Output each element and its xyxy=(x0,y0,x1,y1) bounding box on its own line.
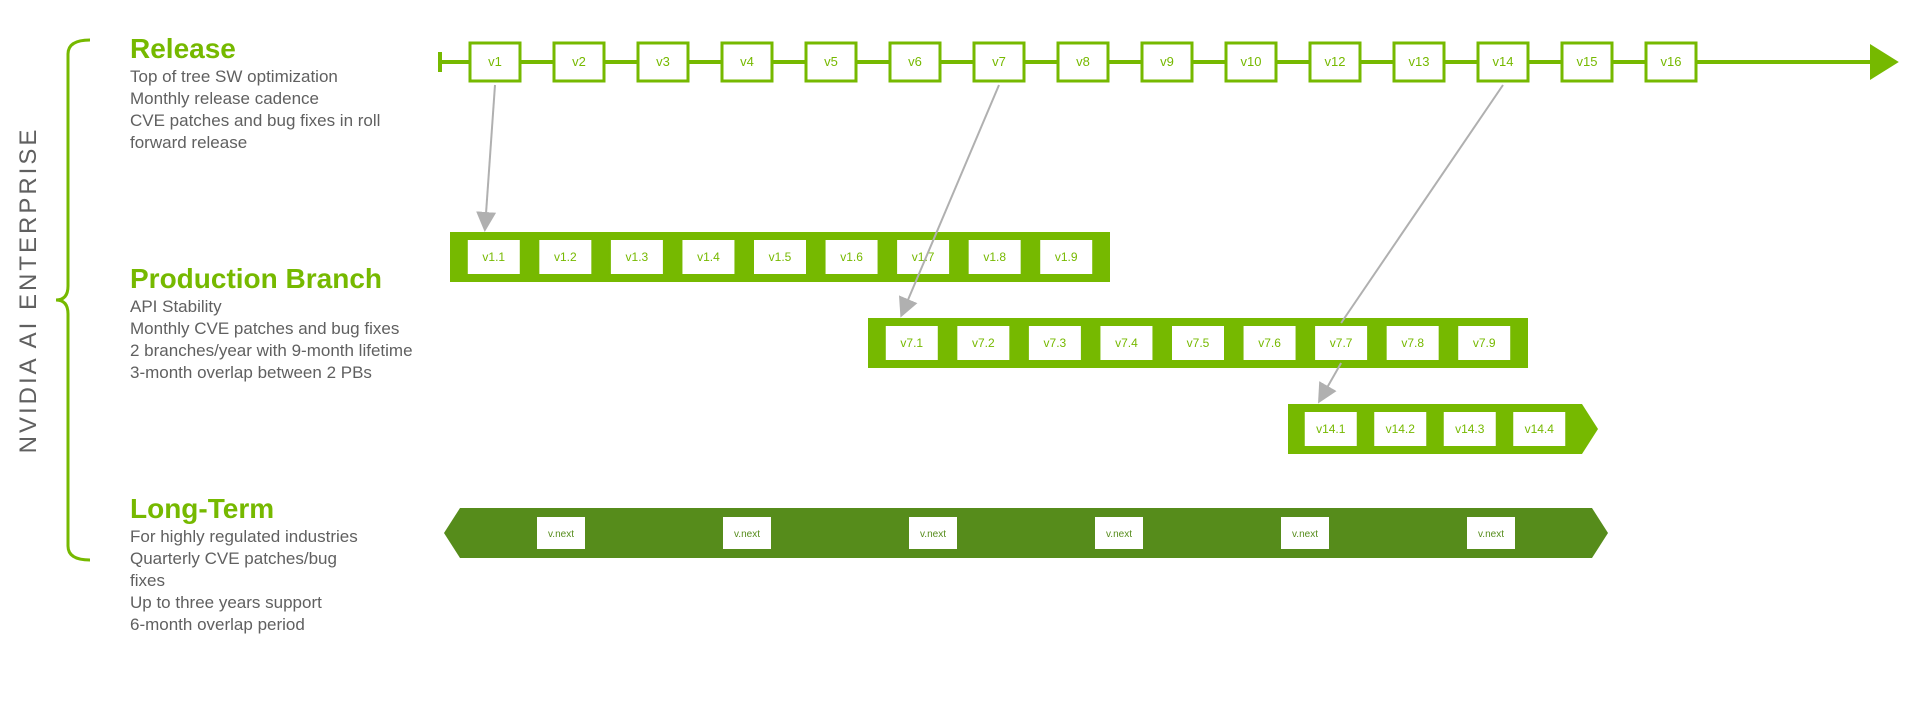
release-box-label: v13 xyxy=(1409,54,1430,69)
longterm-track-box-label: v.next xyxy=(1106,529,1132,540)
release-box-label: v16 xyxy=(1661,54,1682,69)
production-track-2: v14.1 v14.2 v14.3 v14.4 xyxy=(1288,404,1598,454)
release-box-label: v5 xyxy=(824,54,838,69)
production-track-0-box-label: v1.4 xyxy=(697,250,720,264)
release-box-label: v8 xyxy=(1076,54,1090,69)
production-track-0-box-label: v1.5 xyxy=(769,250,792,264)
production-track-1-box-label: v7.6 xyxy=(1258,336,1281,350)
longterm-track-box-label: v.next xyxy=(920,529,946,540)
connector-arrow xyxy=(485,85,495,228)
vertical-label: NVIDIA AI ENTERPRISE xyxy=(15,127,42,454)
production-track-1: v7.1 v7.2 v7.3 v7.4 v7.5 v7.6 v7.7 v7.8 v7.9 xyxy=(868,318,1528,368)
longterm-line: 6-month overlap period xyxy=(130,615,305,634)
longterm-line: fixes xyxy=(130,571,165,590)
release-box-label: v1 xyxy=(488,54,502,69)
connector-arrow xyxy=(1341,85,1503,323)
release-title: Release xyxy=(130,33,236,64)
production-track-1-box-label: v7.8 xyxy=(1401,336,1424,350)
release-box-label: v14 xyxy=(1493,54,1514,69)
production-track-0-box-label: v1.3 xyxy=(626,250,649,264)
production-line: API Stability xyxy=(130,297,222,316)
production-track-0-box-label: v1.8 xyxy=(983,250,1006,264)
release-line: Top of tree SW optimization xyxy=(130,67,338,86)
release-box-label: v6 xyxy=(908,54,922,69)
production-track-0-box-label: v1.6 xyxy=(840,250,863,264)
production-track-2-box-label: v14.4 xyxy=(1525,422,1555,436)
production-title: Production Branch xyxy=(130,263,382,294)
connector-arrow xyxy=(1320,363,1341,400)
longterm-line: For highly regulated industries xyxy=(130,527,358,546)
production-track-2-box-label: v14.1 xyxy=(1316,422,1346,436)
longterm-track-box-label: v.next xyxy=(734,529,760,540)
longterm-track-box-label: v.next xyxy=(1292,529,1318,540)
release-box-label: v7 xyxy=(992,54,1006,69)
longterm-track-box-label: v.next xyxy=(548,529,574,540)
production-track-1-box-label: v7.2 xyxy=(972,336,995,350)
production-track-1-box-label: v7.9 xyxy=(1473,336,1496,350)
release-line: Monthly release cadence xyxy=(130,89,319,108)
production-track-1-box-label: v7.1 xyxy=(900,336,923,350)
production-track-2-box-label: v14.2 xyxy=(1386,422,1416,436)
production-track-1-box-label: v7.5 xyxy=(1187,336,1210,350)
production-track-0-box-label: v1.9 xyxy=(1055,250,1078,264)
release-box-label: v9 xyxy=(1160,54,1174,69)
release-line: forward release xyxy=(130,133,247,152)
production-track-2-box-label: v14.3 xyxy=(1455,422,1485,436)
production-track-1-box-label: v7.7 xyxy=(1330,336,1353,350)
production-line: 2 branches/year with 9-month lifetime xyxy=(130,341,413,360)
release-line: CVE patches and bug fixes in roll xyxy=(130,111,380,130)
production-track-1-box-label: v7.3 xyxy=(1044,336,1067,350)
longterm-line: Up to three years support xyxy=(130,593,322,612)
production-line: 3-month overlap between 2 PBs xyxy=(130,363,372,382)
longterm-line: Quarterly CVE patches/bug xyxy=(130,549,337,568)
production-track-0-box-label: v1.1 xyxy=(482,250,505,264)
release-box-label: v3 xyxy=(656,54,670,69)
release-box-label: v15 xyxy=(1577,54,1598,69)
production-line: Monthly CVE patches and bug fixes xyxy=(130,319,399,338)
longterm-title: Long-Term xyxy=(130,493,274,524)
release-box-label: v4 xyxy=(740,54,754,69)
production-track-0-box-label: v1.2 xyxy=(554,250,577,264)
production-track-0: v1.1v1.2v1.3v1.4v1.5v1.6v1.7v1.8v1.9 xyxy=(450,232,1110,282)
longterm-track: v.next v.next v.next v.next v.next v.next xyxy=(444,508,1608,558)
release-axis-arrow xyxy=(1870,44,1899,80)
bracket xyxy=(56,40,90,560)
release-box-label: v2 xyxy=(572,54,586,69)
production-track-1-box-label: v7.4 xyxy=(1115,336,1138,350)
release-box-label: v12 xyxy=(1325,54,1346,69)
longterm-track-box-label: v.next xyxy=(1478,529,1504,540)
release-box-label: v10 xyxy=(1241,54,1262,69)
